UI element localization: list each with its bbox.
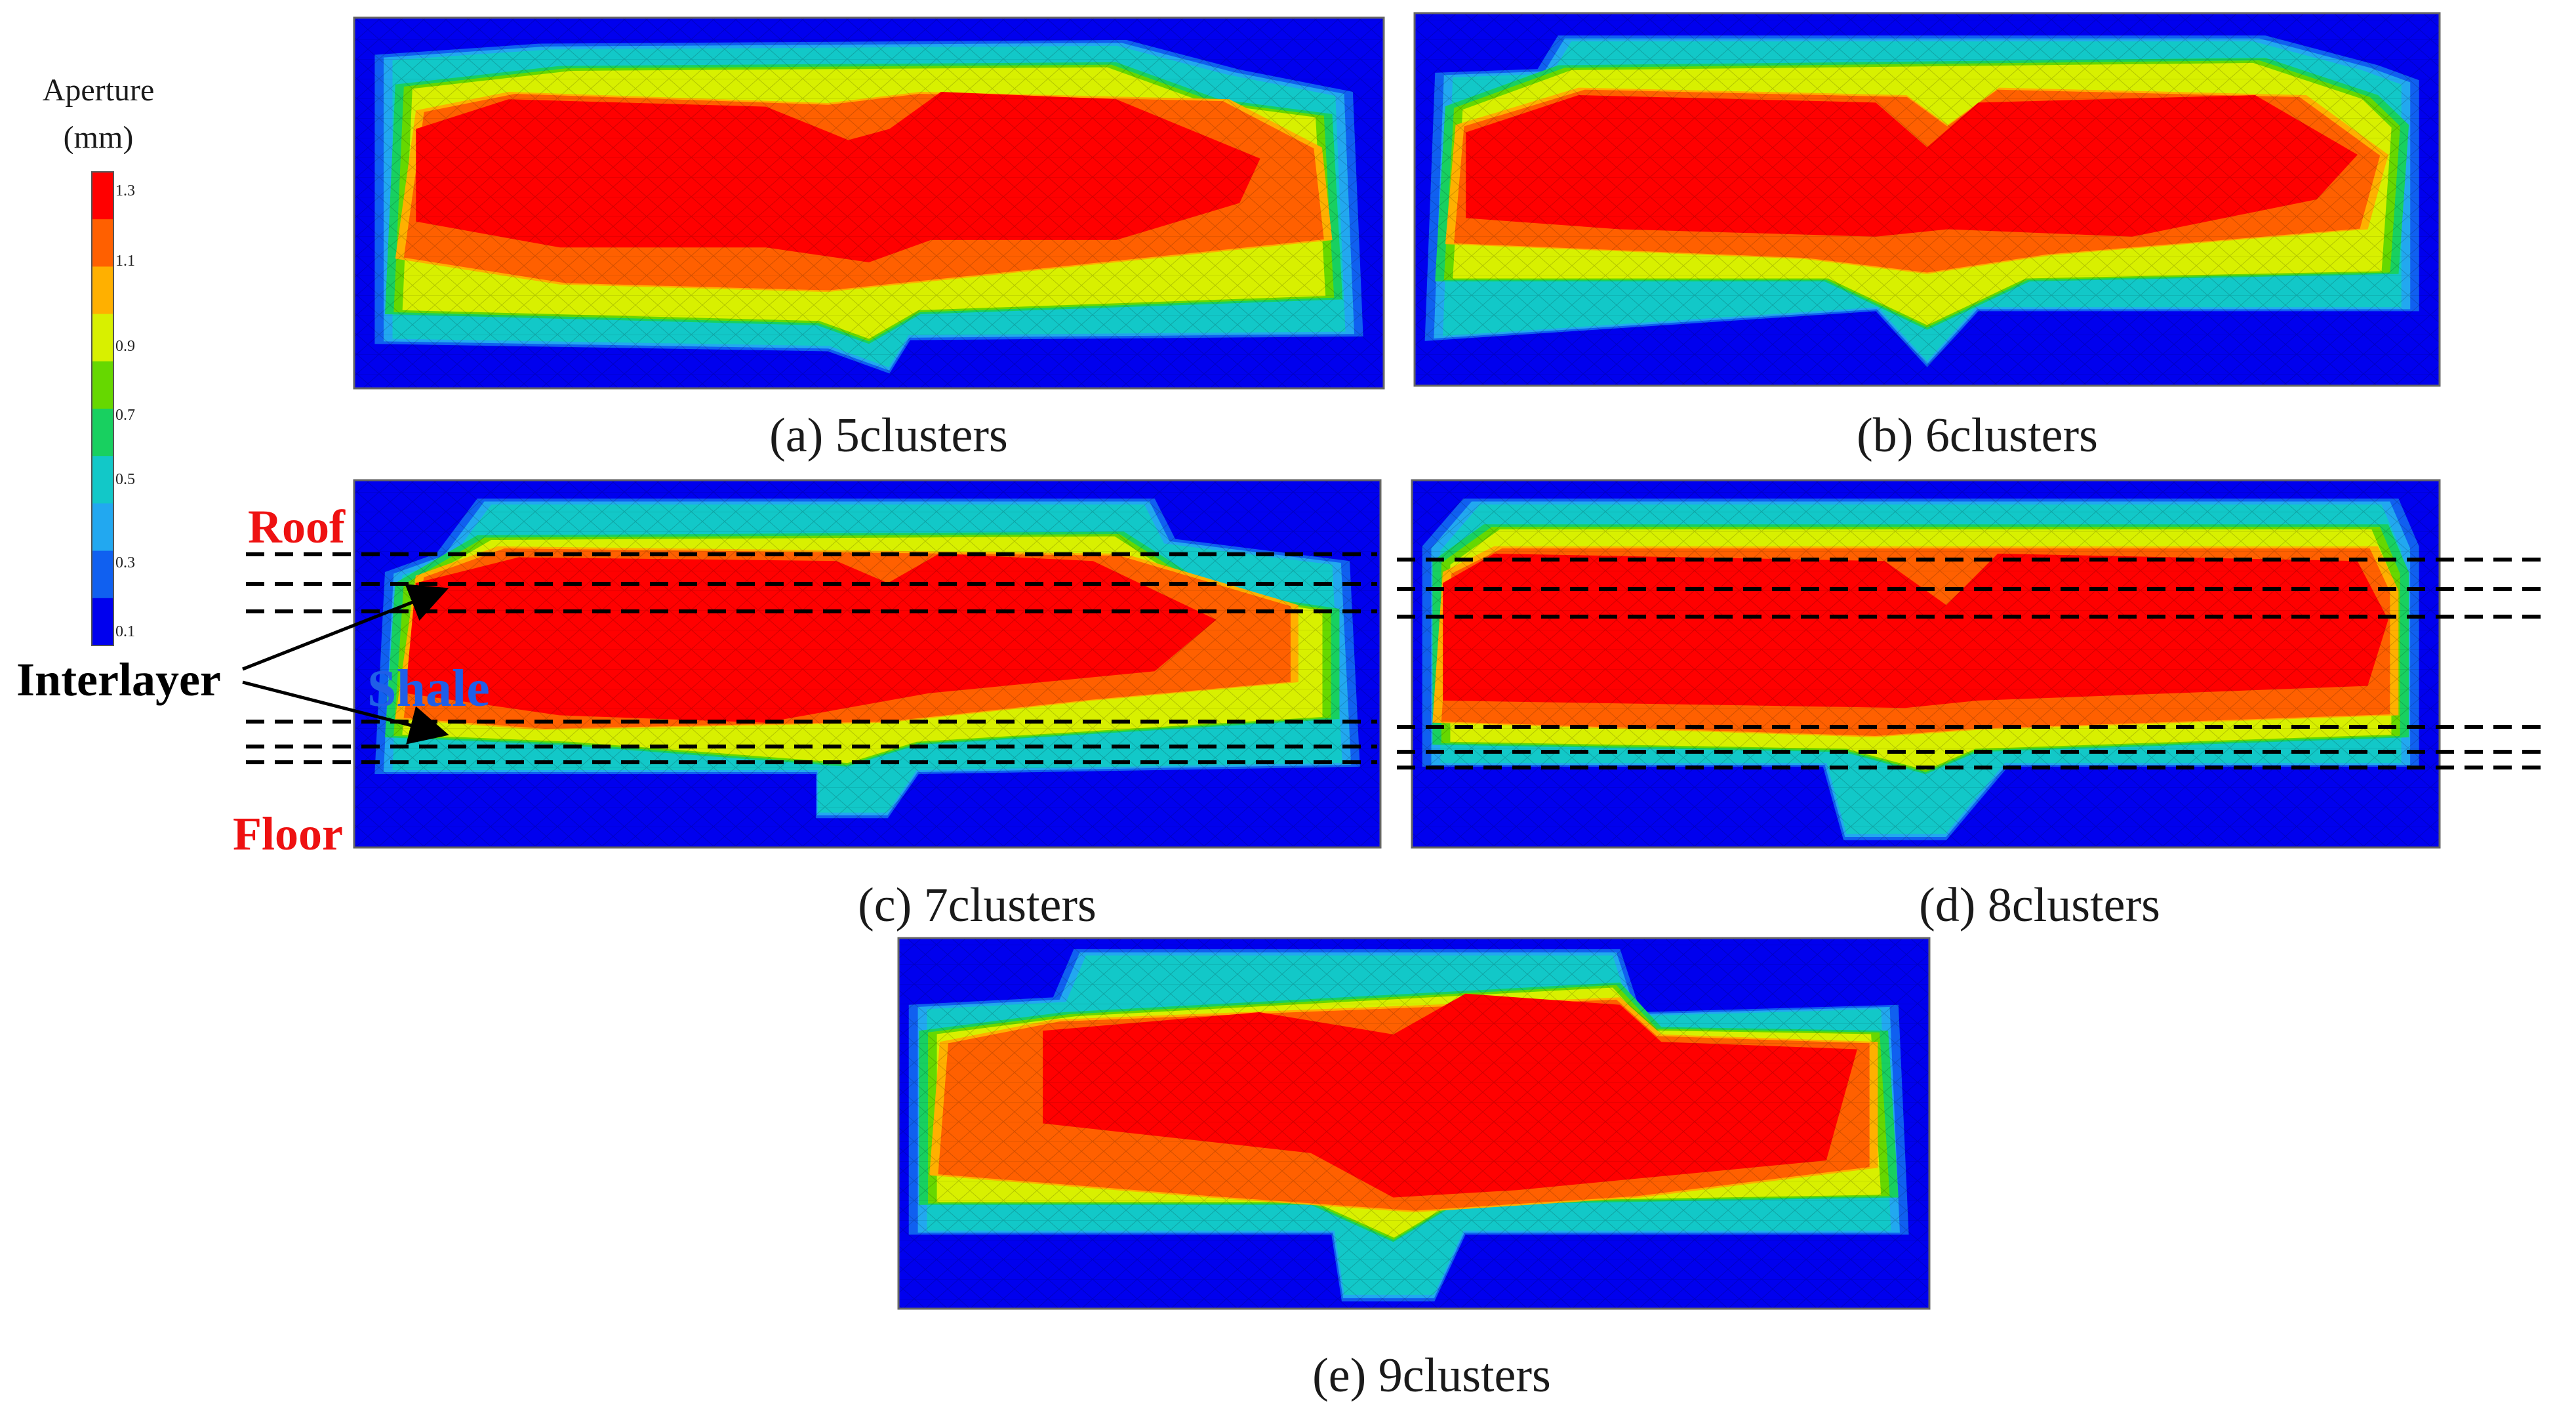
interlayer-label: Interlayer — [16, 653, 221, 706]
panel-frame — [1411, 479, 2441, 849]
roof-label: Roof — [248, 501, 345, 553]
mesh-overlay — [1412, 480, 2440, 848]
contour-panel — [1412, 480, 2440, 848]
colorbar-title-line2: (mm) — [63, 120, 134, 155]
colorbar-tick: 0.5 — [115, 471, 135, 488]
contour-panel — [1415, 13, 2440, 386]
caption-c: (c) 7clusters — [858, 878, 1097, 932]
panel-frame — [353, 16, 1385, 390]
colorbar-tick: 0.3 — [115, 554, 135, 571]
mesh-overlay — [898, 938, 1929, 1309]
contour-panel — [354, 480, 1380, 848]
colorbar-title-line1: Aperture — [42, 73, 155, 108]
colorbar-title: Aperture (mm) — [43, 67, 155, 161]
mesh-overlay — [354, 18, 1384, 388]
shale-label: Shale — [367, 660, 490, 718]
floor-label: Floor — [233, 808, 343, 860]
colorbar-tick: 0.1 — [115, 623, 135, 640]
colorbar-tick: 1.3 — [115, 182, 135, 199]
caption-e: (e) 9clusters — [1312, 1349, 1551, 1403]
caption-b: (b) 6clusters — [1857, 409, 2098, 462]
colorbar-tick: 0.7 — [115, 407, 135, 424]
panel-frame — [1413, 12, 2441, 387]
contour-panel — [898, 938, 1929, 1309]
colorbar-tick: 1.1 — [115, 253, 135, 270]
caption-a: (a) 5clusters — [769, 409, 1008, 462]
contour-panel — [354, 18, 1384, 388]
colorbar-tick: 0.9 — [115, 338, 135, 355]
mesh-overlay — [354, 480, 1380, 848]
panel-frame — [897, 937, 1931, 1310]
mesh-overlay — [1415, 13, 2440, 386]
caption-d: (d) 8clusters — [1919, 878, 2160, 932]
